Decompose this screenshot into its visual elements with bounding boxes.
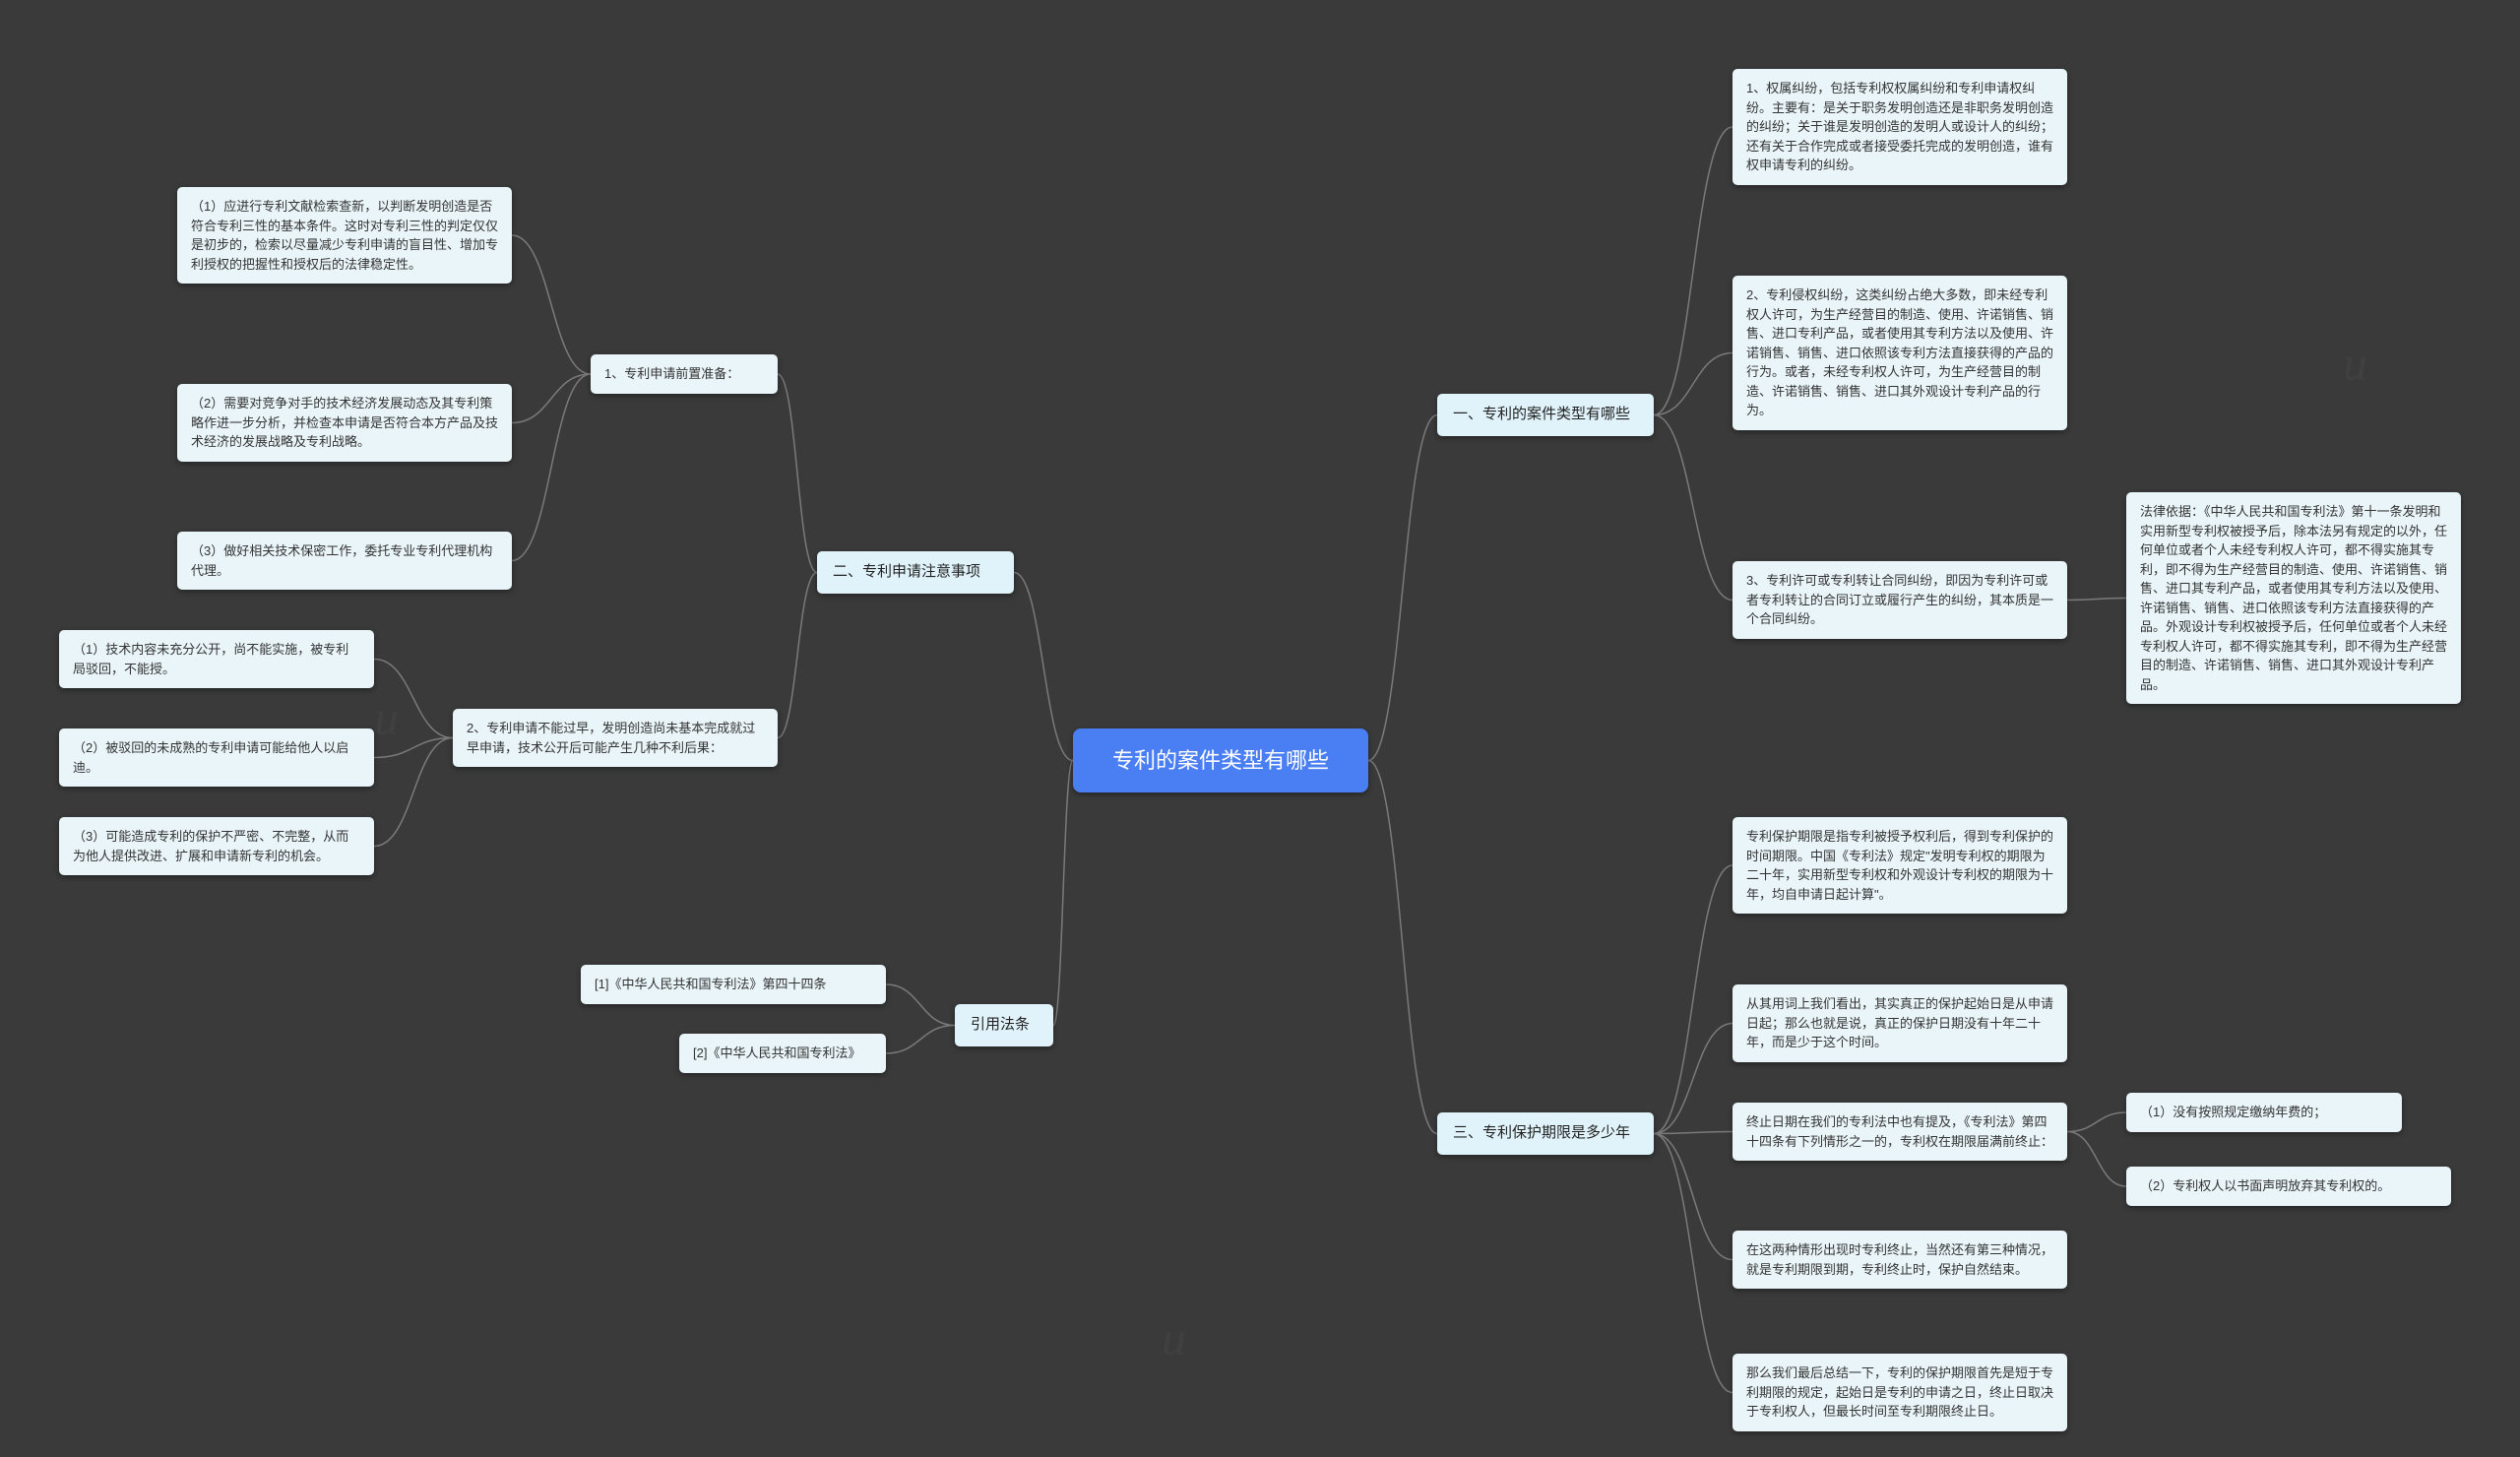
leaf-node[interactable]: 在这两种情形出现时专利终止，当然还有第三种情况，就是专利期限到期，专利终止时，保… <box>1732 1231 2067 1289</box>
leaf-node[interactable]: （2）被驳回的未成熟的专利申请可能给他人以启迪。 <box>59 728 374 787</box>
leaf-node[interactable]: 那么我们最后总结一下，专利的保护期限首先是短于专利期限的规定，起始日是专利的申请… <box>1732 1354 2067 1431</box>
branch-node[interactable]: 一、专利的案件类型有哪些 <box>1437 394 1654 436</box>
branch-node[interactable]: 三、专利保护期限是多少年 <box>1437 1112 1654 1155</box>
watermark: u <box>374 689 399 746</box>
branch-node[interactable]: 引用法条 <box>955 1004 1053 1046</box>
watermark: u <box>2343 335 2367 392</box>
leaf-node[interactable]: （1）应进行专利文献检索查新，以判断发明创造是否符合专利三性的基本条件。这时对专… <box>177 187 512 284</box>
leaf-node[interactable]: （3）做好相关技术保密工作，委托专业专利代理机构代理。 <box>177 532 512 590</box>
leaf-node[interactable]: （1）技术内容未充分公开，尚不能实施，被专利局驳回，不能授。 <box>59 630 374 688</box>
leaf-node[interactable]: （1）没有按照规定缴纳年费的； <box>2126 1093 2402 1132</box>
leaf-node[interactable]: 3、专利许可或专利转让合同纠纷，即因为专利许可或者专利转让的合同订立或履行产生的… <box>1732 561 2067 639</box>
leaf-node[interactable]: 2、专利申请不能过早，发明创造尚未基本完成就过早申请，技术公开后可能产生几种不利… <box>453 709 778 767</box>
leaf-node[interactable]: 1、专利申请前置准备： <box>591 354 778 394</box>
watermark: u <box>1162 1309 1186 1366</box>
leaf-node[interactable]: [1]《中华人民共和国专利法》第四十四条 <box>581 965 886 1004</box>
leaf-node[interactable]: 从其用词上我们看出，其实真正的保护起始日是从申请日起；那么也就是说，真正的保护日… <box>1732 984 2067 1062</box>
branch-node[interactable]: 二、专利申请注意事项 <box>817 551 1014 594</box>
leaf-node[interactable]: （2）需要对竞争对手的技术经济发展动态及其专利策略作进一步分析，并检查本申请是否… <box>177 384 512 462</box>
leaf-node[interactable]: 2、专利侵权纠纷，这类纠纷占绝大多数，即未经专利权人许可，为生产经营目的制造、使… <box>1732 276 2067 430</box>
leaf-node[interactable]: （3）可能造成专利的保护不严密、不完整，从而为他人提供改进、扩展和申请新专利的机… <box>59 817 374 875</box>
leaf-node[interactable]: 终止日期在我们的专利法中也有提及，《专利法》第四十四条有下列情形之一的，专利权在… <box>1732 1103 2067 1161</box>
leaf-node[interactable]: （2）专利权人以书面声明放弃其专利权的。 <box>2126 1167 2451 1206</box>
leaf-node[interactable]: [2]《中华人民共和国专利法》 <box>679 1034 886 1073</box>
mindmap-canvas: 专利的案件类型有哪些 一、专利的案件类型有哪些 1、权属纠纷，包括专利权权属纠纷和专… <box>0 0 2520 1457</box>
leaf-node[interactable]: 法律依据：《中华人民共和国专利法》第十一条发明和实用新型专利权被授予后，除本法另… <box>2126 492 2461 704</box>
root-node[interactable]: 专利的案件类型有哪些 <box>1073 728 1368 792</box>
leaf-node[interactable]: 专利保护期限是指专利被授予权利后，得到专利保护的时间期限。中国《专利法》规定"发… <box>1732 817 2067 914</box>
leaf-node[interactable]: 1、权属纠纷，包括专利权权属纠纷和专利申请权纠纷。主要有：是关于职务发明创造还是… <box>1732 69 2067 185</box>
